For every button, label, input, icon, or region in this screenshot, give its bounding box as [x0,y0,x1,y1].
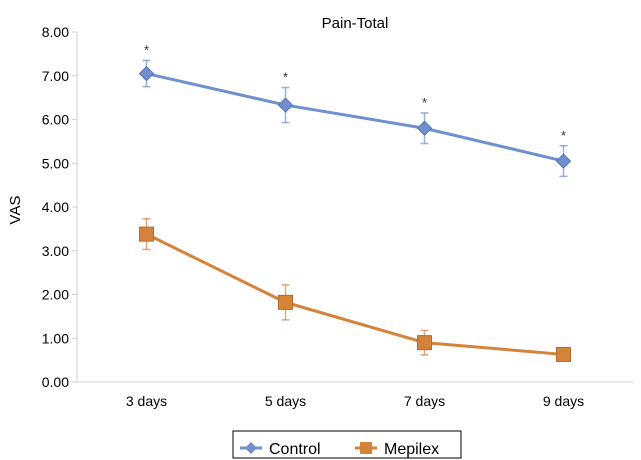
y-tick-label: 4.00 [42,199,69,215]
legend-item-mepilex: Mepilex [355,441,439,458]
series-line [146,72,564,163]
y-tick-label: 7.00 [42,68,69,84]
legend-item-control: Control [240,441,321,458]
data-point [556,346,571,362]
x-tick-label: 3 days [126,393,167,409]
y-axis-label: VAS [7,196,24,225]
legend-marker [360,442,372,454]
y-tick-labels: 0.00 1.00 2.00 3.00 4.00 5.00 6.00 7.00 8.00 [42,24,77,390]
y-tick-label: 6.00 [42,112,69,128]
chart-title: Pain-Total [322,15,389,32]
significance-marker: * [422,95,427,110]
data-point [278,294,293,310]
legend-label: Control [269,441,321,458]
y-tick-label: 0.00 [42,374,69,390]
series-line [145,232,564,356]
significance-marker: * [561,128,566,143]
legend-label: Mepilex [384,441,439,458]
data-point [138,65,155,82]
series-group: * * * * [138,42,572,362]
y-tick-label: 3.00 [42,243,69,259]
x-tick-labels: 3 days 5 days 7 days 9 days [126,393,584,409]
legend-box [232,430,462,459]
x-tick-label: 9 days [543,393,584,409]
data-point [139,226,154,242]
y-tick-label: 8.00 [42,24,69,40]
data-point [416,120,433,136]
data-point [277,97,294,113]
data-point [417,335,432,351]
y-tick-label: 2.00 [42,287,69,303]
y-tick-label: 5.00 [42,155,69,171]
x-tick-label: 5 days [265,393,306,409]
significance-marker: * [144,42,149,57]
legend: Control Mepilex [232,430,462,459]
x-tick-label: 7 days [404,393,445,409]
data-point [555,153,572,169]
axes [76,32,633,383]
series-mepilex [139,218,571,362]
y-tick-label: 1.00 [42,330,69,346]
legend-marker [245,442,257,454]
series-control: * * * * [138,42,572,178]
significance-marker: * [283,70,288,85]
